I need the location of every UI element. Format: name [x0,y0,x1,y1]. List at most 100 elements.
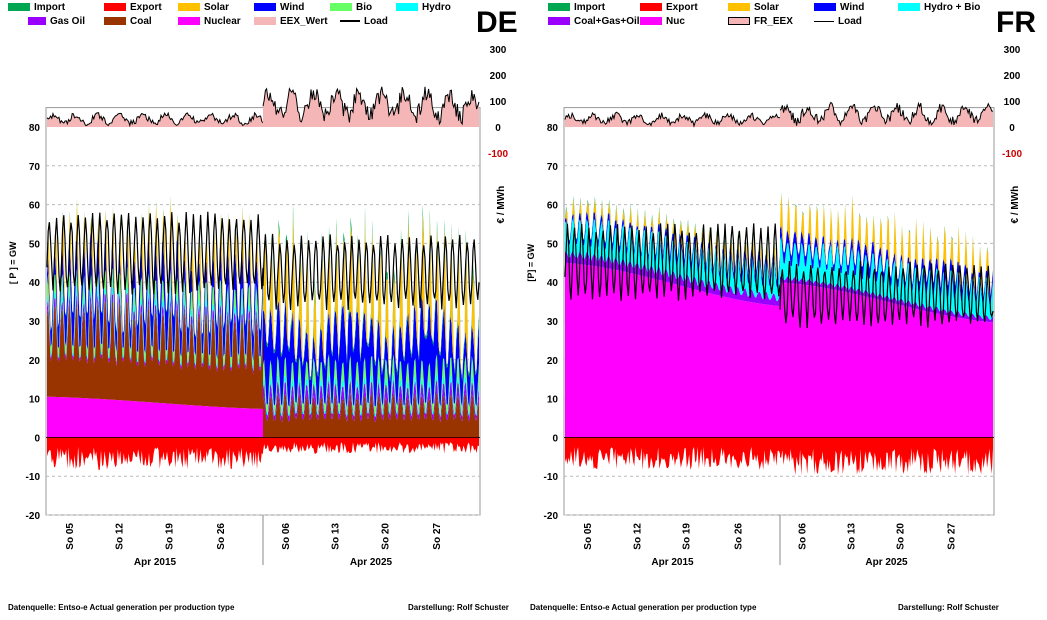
x-tick-label: So 13 [847,523,858,550]
y-tick-label: 30 [29,317,41,328]
y-tick-label: -20 [26,511,41,522]
eex-line [46,111,264,128]
legend-swatch [8,3,30,12]
series-area [565,262,780,438]
y-tick-label: -10 [544,472,559,483]
series-area [780,236,993,320]
x-tick-label: So 27 [947,523,958,550]
y-tick-label: 80 [29,123,41,134]
legend-swatch [178,3,200,12]
legend-swatch [548,3,570,12]
legend-swatch [898,3,920,12]
legend-swatch [640,17,662,26]
y-tick-label: 10 [547,395,559,406]
legend-item: Coal+Gas+Oil [548,16,640,27]
legend-swatch [728,3,750,12]
legend-item: Nuc [640,16,685,27]
load-line [779,260,994,328]
y-tick-label: 10 [29,395,41,406]
month-label: Apr 2015 [134,557,177,568]
legend-label: Export [666,2,698,13]
y-axis-title: [ P ] = GW [8,241,18,284]
x-tick-label: So 13 [331,523,342,550]
series-area [47,231,263,362]
legend-label: Coal [130,16,152,27]
eex-line [564,111,781,128]
y-tick-label: 60 [29,201,41,212]
y2-tick-label: 0 [495,123,501,134]
legend-label: Import [574,2,606,13]
series-area [47,266,263,369]
y2-axis-title: € / MWh [496,186,507,224]
legend-swatch [340,20,360,23]
legend-label: Wind [280,2,305,13]
legend-label: Bio [356,2,373,13]
load-line [564,223,781,301]
y2-tick-label: -100 [1002,149,1022,160]
x-tick-label: So 19 [164,523,175,550]
y-tick-label: -10 [26,472,41,483]
legend-item: Load [340,16,388,27]
series-area [47,301,263,409]
legend-item: Export [640,2,698,13]
x-tick-label: So 12 [632,523,643,550]
x-tick-label: So 26 [216,523,227,550]
legend-swatch [548,17,570,26]
export-area [263,437,479,454]
legend-swatch [814,20,834,22]
footer-author: Darstellung: Rolf Schuster [408,603,509,612]
y2-tick-label: 300 [490,45,507,56]
country-label: FR [996,6,1036,39]
eex-line [262,86,480,126]
legend-swatch [28,17,46,26]
y-axis-title: [P] = GW [526,243,536,281]
legend-swatch [396,3,418,12]
legend-label: Hydro [422,2,451,13]
eex-area [263,86,479,127]
legend-item: Wind [254,2,304,13]
legend-label: EEX_Wert [280,16,328,27]
legend-item: Hydro [396,2,451,13]
x-tick-label: So 05 [65,523,76,550]
series-area [47,286,263,372]
legend-item: FR_EEX [728,16,793,27]
legend-item: Solar [728,2,779,13]
legend-swatch [728,17,750,26]
legend-item: Hydro + Bio [898,2,980,13]
legend-item: Nuclear [178,16,241,27]
y-tick-label: 0 [552,433,558,444]
legend-item: Gas Oil [28,16,85,27]
footer-source: Datenquelle: Entso-e Actual generation p… [8,603,235,612]
series-area [565,217,780,301]
series-area [780,282,993,438]
month-label: Apr 2025 [865,557,908,568]
legend-label: Import [34,2,66,13]
y-tick-label: 80 [547,123,559,134]
x-tick-label: So 06 [798,523,809,550]
load-line [46,211,264,295]
fr-chart: 80706050403020100-10-203002001000-100[P]… [526,45,1022,568]
y-tick-label: 50 [29,239,41,250]
y-tick-label: 30 [547,317,559,328]
legend-label: Load [838,16,862,27]
legend-label: Load [364,16,388,27]
footer-source: Datenquelle: Entso-e Actual generation p… [530,603,757,612]
x-tick-label: So 19 [682,523,693,550]
fr-panel: Import Export Solar Wind Hydro + Bio Coa… [520,0,1047,620]
legend-swatch [330,3,352,12]
legend-label: Solar [204,2,230,13]
y-tick-label: 0 [34,433,40,444]
export-area [47,437,263,470]
legend-label: Wind [840,2,865,13]
legend-label: FR_EEX [754,16,793,27]
y2-tick-label: -100 [488,149,508,160]
legend-item: Solar [178,2,229,13]
eex-line [779,101,994,127]
legend-swatch [104,3,126,12]
x-tick-label: So 20 [896,523,907,550]
legend-swatch [254,3,276,12]
legend-label: Gas Oil [50,16,86,27]
y-tick-label: -20 [544,511,559,522]
legend-item: Import [548,2,605,13]
